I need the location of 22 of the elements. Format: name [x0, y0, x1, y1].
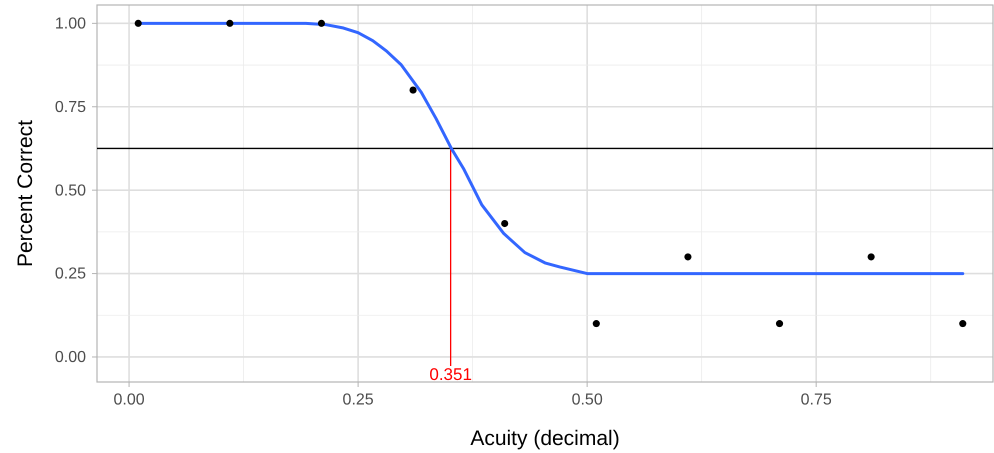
- y-tick-label: 0.00: [54, 349, 86, 366]
- point: [318, 20, 326, 27]
- point: [501, 220, 508, 228]
- point: [134, 20, 142, 27]
- point: [226, 20, 234, 27]
- x-tick-label: 0.00: [113, 391, 145, 408]
- x-tick-label: 0.25: [342, 391, 374, 408]
- ref-line-label: 0.351: [429, 365, 472, 384]
- point: [776, 320, 784, 328]
- point: [684, 253, 692, 260]
- x-axis-title: Acuity (decimal): [470, 427, 620, 450]
- y-tick-label: 1.00: [54, 15, 86, 32]
- y-tick-label: 0.25: [54, 266, 86, 283]
- x-tick-label: 0.75: [800, 391, 832, 408]
- x-tick-label: 0.50: [572, 391, 603, 408]
- point: [868, 253, 875, 260]
- y-tick-label: 0.75: [54, 98, 86, 116]
- y-axis-title: Percent Correct: [14, 120, 37, 268]
- point: [592, 320, 600, 328]
- y-tick-label: 0.50: [54, 182, 86, 200]
- point: [410, 86, 417, 94]
- point: [959, 320, 966, 328]
